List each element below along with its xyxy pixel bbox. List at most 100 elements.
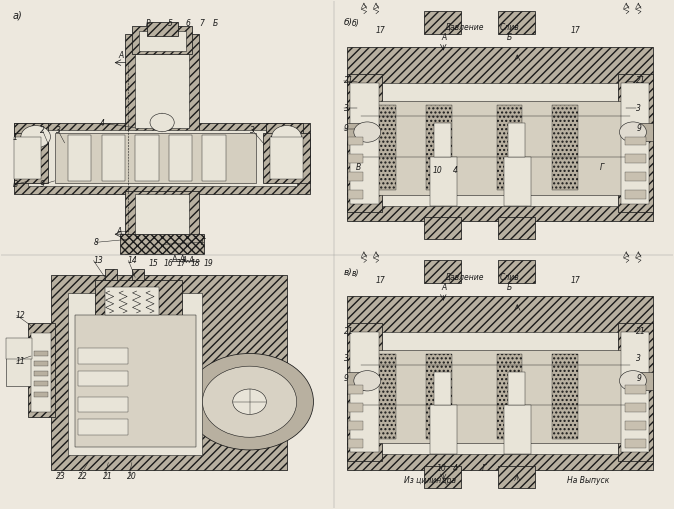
- Bar: [148, 22, 177, 36]
- Circle shape: [619, 122, 646, 142]
- Bar: [348, 439, 363, 448]
- Bar: [497, 105, 522, 190]
- Bar: [263, 133, 310, 183]
- Bar: [618, 74, 653, 212]
- Text: Б: Б: [212, 19, 218, 28]
- Text: 3: 3: [249, 126, 255, 135]
- Bar: [348, 136, 363, 146]
- Bar: [625, 421, 646, 430]
- Bar: [430, 405, 457, 455]
- Text: Г: Г: [599, 163, 604, 172]
- Bar: [34, 351, 48, 356]
- Text: 10: 10: [437, 464, 446, 473]
- Bar: [34, 381, 48, 386]
- Bar: [348, 172, 363, 181]
- Circle shape: [354, 371, 381, 391]
- Bar: [434, 123, 451, 157]
- Text: 13: 13: [94, 256, 103, 265]
- Text: 17: 17: [376, 25, 386, 35]
- Bar: [503, 405, 530, 455]
- Text: 23: 23: [56, 472, 65, 482]
- Bar: [347, 323, 382, 461]
- Bar: [135, 135, 159, 181]
- Bar: [499, 260, 535, 282]
- Bar: [621, 332, 649, 453]
- Bar: [434, 372, 451, 405]
- Bar: [1, 1, 330, 254]
- Bar: [55, 133, 256, 183]
- Bar: [499, 466, 535, 488]
- Bar: [499, 217, 535, 239]
- Bar: [371, 354, 396, 439]
- Text: в): в): [352, 269, 359, 278]
- Text: 8: 8: [94, 238, 98, 247]
- Bar: [169, 135, 192, 181]
- Bar: [14, 123, 48, 151]
- Bar: [348, 403, 363, 412]
- Text: Давление: Давление: [445, 273, 484, 282]
- Text: 4: 4: [453, 166, 458, 175]
- Bar: [621, 83, 649, 204]
- Bar: [347, 296, 653, 470]
- Bar: [625, 136, 646, 146]
- Circle shape: [150, 114, 174, 132]
- Bar: [68, 293, 202, 455]
- Bar: [508, 123, 524, 157]
- Bar: [503, 157, 530, 206]
- Bar: [361, 332, 640, 455]
- Bar: [6, 351, 32, 386]
- Text: 14: 14: [127, 256, 137, 265]
- Bar: [367, 350, 626, 443]
- Circle shape: [185, 353, 313, 450]
- Text: 17: 17: [571, 276, 581, 286]
- Bar: [425, 260, 462, 282]
- Bar: [132, 269, 144, 280]
- Text: 16: 16: [164, 259, 173, 268]
- Bar: [426, 354, 452, 439]
- Text: в): в): [344, 268, 353, 277]
- Text: 7: 7: [199, 19, 204, 28]
- Bar: [625, 154, 646, 163]
- Bar: [347, 47, 653, 221]
- Text: 5: 5: [168, 19, 173, 28]
- Bar: [28, 323, 55, 417]
- Bar: [348, 421, 363, 430]
- Text: 21: 21: [344, 327, 353, 336]
- Bar: [75, 316, 195, 447]
- Text: В: В: [13, 180, 18, 189]
- Bar: [102, 135, 125, 181]
- Text: На Выпуск: На Выпуск: [567, 476, 609, 485]
- Bar: [135, 49, 189, 128]
- Bar: [202, 135, 226, 181]
- Text: 21: 21: [636, 76, 646, 86]
- Bar: [139, 31, 185, 51]
- Bar: [347, 372, 367, 390]
- Circle shape: [272, 126, 301, 148]
- Text: 9: 9: [636, 124, 641, 133]
- Text: 20: 20: [127, 472, 137, 482]
- Text: 9: 9: [344, 124, 348, 133]
- Bar: [508, 372, 524, 405]
- Text: Г: Г: [482, 464, 486, 473]
- Circle shape: [354, 122, 381, 142]
- Text: В: В: [356, 163, 361, 172]
- Bar: [34, 361, 48, 366]
- Bar: [135, 193, 189, 249]
- Text: Б: Б: [506, 283, 512, 292]
- Text: 22: 22: [78, 472, 88, 482]
- Text: Слив: Слив: [500, 273, 520, 282]
- Bar: [625, 190, 646, 199]
- Circle shape: [233, 389, 266, 414]
- Bar: [34, 391, 48, 397]
- Bar: [31, 333, 51, 412]
- Bar: [367, 101, 626, 194]
- Text: А: А: [119, 51, 123, 60]
- Text: Р: Р: [146, 19, 150, 28]
- Bar: [371, 105, 396, 190]
- Text: А: А: [441, 283, 446, 292]
- Text: 1: 1: [13, 133, 18, 142]
- Text: Давление: Давление: [445, 22, 484, 32]
- Bar: [95, 280, 182, 321]
- Text: 3: 3: [344, 354, 348, 363]
- Bar: [348, 385, 363, 394]
